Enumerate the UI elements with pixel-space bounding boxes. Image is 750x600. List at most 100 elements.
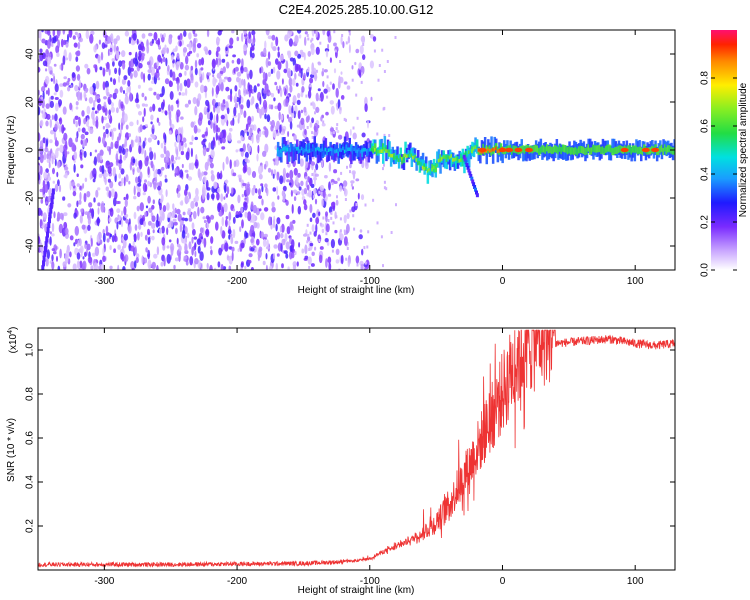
heatmap-noise-cell	[38, 207, 42, 216]
heatmap-noise-cell	[118, 159, 123, 164]
heatmap-noise-cell	[289, 250, 293, 260]
heatmap-noise-cell	[47, 30, 51, 36]
heatmap-noise-cell	[129, 92, 133, 102]
heatmap-faint-cell	[346, 247, 349, 250]
heatmap-signal-cell	[382, 143, 385, 151]
heatmap-noise-cell	[277, 46, 280, 52]
heatmap-noise-cell	[145, 247, 148, 253]
heatmap-noise-cell	[158, 44, 161, 49]
heatmap-signal-cell	[453, 156, 457, 171]
heatmap-noise-cell	[102, 125, 105, 130]
snr-multiplier-exp: 4	[7, 330, 14, 334]
heatmap-noise-cell	[202, 146, 207, 157]
heatmap-noise-cell	[195, 187, 199, 197]
heatmap-signal-cell	[315, 147, 318, 152]
heatmap-noise-cell	[55, 45, 60, 54]
heatmap-streak-cell	[467, 168, 471, 173]
heatmap-y-label: Frequency (Hz)	[6, 116, 17, 185]
heatmap-signal-cell	[404, 141, 407, 157]
heatmap-noise-cell	[210, 236, 214, 244]
heatmap-noise-cell	[287, 131, 290, 137]
heatmap-faint-cell	[306, 126, 309, 129]
heatmap-noise-cell	[314, 246, 317, 251]
heatmap-signal-cell	[358, 147, 361, 152]
heatmap-noise-cell	[159, 93, 164, 98]
heatmap-noise-cell	[225, 156, 229, 165]
heatmap-noise-cell	[130, 245, 135, 252]
heatmap-signal-cell	[554, 145, 557, 153]
heatmap-noise-cell	[81, 127, 86, 133]
heatmap-noise-cell	[63, 221, 68, 229]
heatmap-noise-cell	[276, 253, 280, 257]
heatmap-noise-cell	[75, 137, 78, 143]
heatmap-signal-cell	[483, 137, 487, 152]
heatmap-signal-cell	[442, 155, 445, 159]
heatmap-noise-cell	[204, 48, 209, 55]
heatmap-signal-cell	[354, 149, 358, 153]
heatmap-signal-cell	[458, 159, 461, 163]
heatmap-signal-cell	[389, 152, 393, 167]
heatmap-noise-cell	[150, 114, 154, 121]
heatmap-noise-cell	[227, 220, 231, 226]
heatmap-noise-cell	[131, 41, 135, 46]
heatmap-noise-cell	[63, 144, 68, 151]
heatmap-signal-cell	[334, 149, 337, 154]
heatmap-noise-cell	[133, 234, 137, 242]
heatmap-signal-cell	[346, 147, 350, 152]
heatmap-noise-cell	[213, 114, 216, 124]
heatmap-signal-cell	[571, 147, 574, 155]
snr-frame	[37, 327, 676, 571]
heatmap-noise-cell	[217, 102, 221, 107]
heatmap-y-tick-label: 20	[25, 96, 36, 108]
heatmap-noise-cell	[306, 233, 310, 238]
heatmap-signal-cell	[603, 147, 606, 155]
heatmap-noise-cell	[210, 214, 215, 220]
heatmap-noise-cell	[41, 30, 44, 33]
heatmap-signal-cell	[284, 146, 288, 151]
heatmap-signal-cell	[351, 146, 355, 151]
heatmap-faint-cell	[352, 214, 355, 218]
heatmap-signal-cell	[576, 148, 579, 156]
heatmap-noise-cell	[89, 209, 93, 213]
heatmap-faint-cell	[322, 216, 325, 220]
heatmap-noise-cell	[176, 208, 181, 215]
heatmap-noise-cell	[270, 68, 274, 74]
heatmap-noise-cell	[296, 261, 299, 267]
heatmap-noise-cell	[366, 138, 370, 144]
heatmap-noise-cell	[335, 248, 340, 255]
heatmap-signal-cell	[331, 148, 334, 156]
heatmap-noise-cell	[45, 48, 49, 58]
heatmap-faint-cell	[381, 48, 384, 52]
heatmap-noise-cell	[77, 127, 81, 133]
heatmap-signal-cell	[657, 147, 660, 155]
heatmap-noise-cell	[108, 124, 111, 128]
heatmap-signal-cell	[668, 145, 672, 153]
heatmap-noise-cell	[206, 147, 210, 152]
heatmap-noise-cell	[101, 164, 105, 175]
heatmap-signal-cell	[574, 147, 578, 155]
heatmap-noise-cell	[64, 148, 67, 157]
heatmap-noise-cell	[201, 134, 206, 138]
heatmap-signal-cell	[471, 149, 474, 153]
heatmap-noise-cell	[115, 200, 120, 205]
heatmap-noise-cell	[194, 258, 199, 265]
heatmap-noise-cell	[294, 250, 297, 256]
heatmap-noise-cell	[264, 113, 267, 120]
heatmap-signal-cell	[546, 146, 549, 161]
heatmap-noise-cell	[360, 194, 365, 201]
heatmap-noise-cell	[52, 180, 55, 184]
heatmap-signal-cell	[633, 146, 637, 162]
heatmap-noise-cell	[79, 214, 83, 224]
heatmap-noise-cell	[194, 81, 199, 88]
heatmap-signal-cell	[348, 147, 351, 151]
heatmap-noise-cell	[293, 167, 298, 176]
heatmap-noise-cell	[175, 100, 179, 105]
heatmap-noise-cell	[176, 82, 180, 92]
heatmap-faint-cell	[318, 190, 321, 194]
heatmap-noise-cell	[207, 72, 211, 76]
heatmap-signal-cell	[346, 148, 350, 156]
heatmap-signal-cell	[612, 138, 616, 154]
heatmap-signal-cell	[608, 144, 611, 152]
heatmap-noise-cell	[38, 150, 41, 158]
